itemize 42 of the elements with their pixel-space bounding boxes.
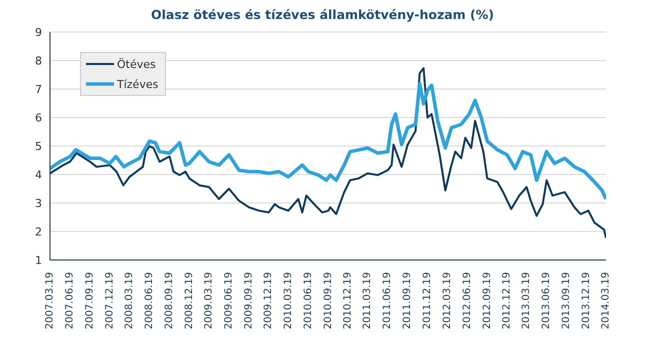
y-tick-label: 5	[35, 140, 42, 153]
x-tick-label: 2007.09.19	[84, 272, 96, 330]
x-tick-label: 2011.06.19	[382, 272, 394, 330]
x-tick-label: 2008.03.19	[124, 272, 136, 330]
y-tick-label: 8	[35, 54, 42, 68]
legend-label: Ötéves	[117, 58, 156, 70]
line-series	[50, 67, 606, 240]
x-tick-label: 2007.03.19	[44, 272, 56, 330]
y-tick-label: 6	[35, 111, 42, 124]
x-tick-label: 2010.12.19	[342, 272, 354, 330]
x-tick-label: 2012.12.19	[502, 272, 513, 330]
x-tick-label: 2008.09.19	[164, 272, 176, 330]
x-tick-label: 2013.03.19	[521, 272, 532, 330]
y-tick-label: 9	[35, 26, 42, 39]
x-tick-label: 2013.06.19	[541, 272, 552, 330]
x-tick-label: 2009.09.19	[243, 272, 254, 330]
x-tick-label: 2008.06.19	[144, 272, 156, 330]
x-tick-label: 2008.12.19	[184, 272, 195, 330]
x-tick-label: 2009.06.19	[223, 272, 234, 330]
x-tick-label: 2007.06.19	[64, 272, 76, 330]
y-tick-label: 4	[35, 168, 42, 182]
x-tick-label: 2012.09.19	[482, 272, 493, 330]
x-tick-label: 2010.06.19	[302, 272, 314, 330]
chart-title: Olasz ötéves és tízéves államkötvény-hozam (%)	[150, 7, 495, 24]
y-tick-label: 7	[35, 82, 42, 96]
y-tick-label: 1	[35, 254, 42, 267]
x-tick-label: 2012.03.19	[442, 272, 453, 330]
x-tick-label: 2014.03.19	[600, 272, 612, 330]
x-tick-label: 2009.12.19	[263, 272, 274, 330]
x-tick-label: 2010.03.19	[282, 272, 294, 330]
x-tick-label: 2013.12.19	[580, 272, 592, 330]
x-tick-label: 2010.09.19	[322, 272, 334, 330]
y-tick-label: 3	[35, 196, 42, 210]
x-tick-label: 2013.09.19	[561, 272, 572, 330]
x-tick-label: 2011.12.19	[422, 272, 433, 330]
x-tick-label: 2012.06.19	[462, 272, 473, 330]
x-tick-label: 2007.12.19	[104, 272, 116, 330]
x-tick-label: 2011.09.19	[402, 272, 414, 330]
y-tick-label: 2	[35, 225, 42, 238]
x-tick-label: 2011.03.19	[362, 272, 374, 330]
x-tick-label: 2009.03.19	[203, 272, 214, 330]
legend-label: Tízéves	[117, 78, 158, 90]
